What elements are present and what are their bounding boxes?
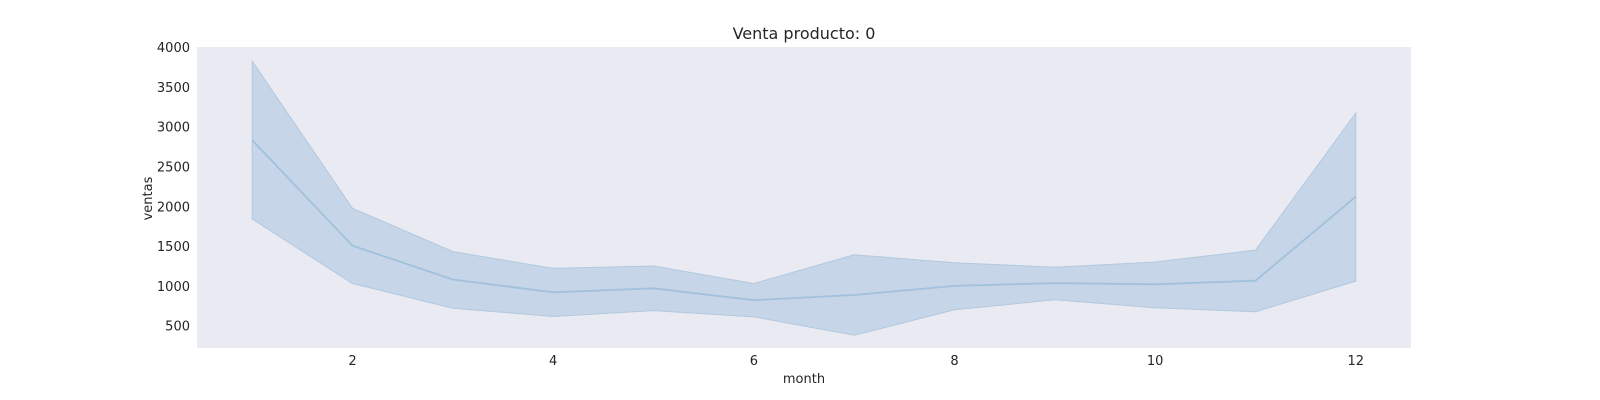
y-tick-label: 500: [165, 320, 190, 335]
confidence-band-layer: [251, 59, 1357, 336]
y-tick-label: 2500: [157, 160, 190, 175]
y-tick-label: 3500: [157, 81, 190, 96]
x-tick-label: 6: [750, 354, 758, 369]
x-tick-label: 2: [348, 354, 356, 369]
y-tick-label: 2000: [157, 200, 190, 215]
x-tick-label: 10: [1147, 354, 1164, 369]
y-tick-label: 1500: [157, 240, 190, 255]
y-tick-label: 3000: [157, 121, 190, 136]
chart-title: Venta producto: 0: [733, 24, 876, 43]
x-axis-label: month: [783, 372, 825, 387]
x-tick-label: 12: [1348, 354, 1365, 369]
x-axis-ticks: 2 4 6 8 10 12: [348, 354, 1364, 369]
y-tick-label: 1000: [157, 280, 190, 295]
y-tick-label: 4000: [157, 41, 190, 56]
x-tick-label: 4: [549, 354, 557, 369]
x-tick-label: 8: [950, 354, 958, 369]
y-axis-label: ventas: [141, 176, 156, 220]
y-axis-ticks: 500 1000 1500 2000 2500 3000 3500 4000: [157, 41, 190, 335]
series-line: [251, 139, 1357, 302]
series-line-layer: [251, 139, 1357, 302]
confidence-band: [251, 59, 1357, 336]
